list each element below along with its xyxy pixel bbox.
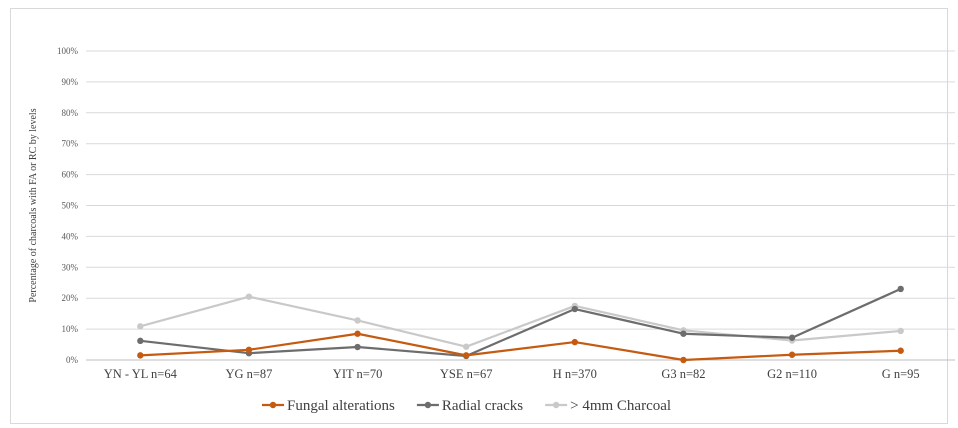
- y-tick-label: 70%: [62, 139, 79, 149]
- series-line: [140, 332, 901, 362]
- data-point: [571, 305, 579, 313]
- data-point: [137, 352, 144, 359]
- data-point: [571, 338, 579, 346]
- x-tick-label: YIT n=70: [333, 367, 383, 381]
- x-tick-label: G3 n=82: [661, 367, 705, 381]
- legend-swatch-marker: [269, 401, 277, 409]
- y-tick-label: 80%: [62, 108, 79, 118]
- series-line: [140, 295, 901, 348]
- data-point: [245, 293, 253, 300]
- legend-swatch-marker: [552, 401, 560, 409]
- data-point: [354, 330, 361, 337]
- data-point: [354, 343, 361, 351]
- legend-label: Fungal alterations: [287, 398, 395, 414]
- y-tick-label: 20%: [62, 293, 79, 303]
- legend-item: Radial cracks: [416, 398, 523, 414]
- legend-swatch-marker: [424, 401, 432, 409]
- x-tick-label: G2 n=110: [767, 367, 817, 381]
- legend: Fungal alterations Radial cracks > 4mm Cha…: [262, 398, 671, 414]
- y-tick-label: 100%: [57, 46, 79, 56]
- series-lines: [137, 285, 904, 364]
- data-point: [137, 337, 144, 345]
- x-tick-label: H n=370: [553, 367, 597, 381]
- y-tick-label: 10%: [62, 324, 79, 334]
- series-line: [140, 287, 902, 358]
- series-4mm-charcoal: [137, 293, 904, 350]
- data-point: [897, 285, 904, 293]
- data-point: [354, 317, 361, 324]
- y-tick-label: 60%: [62, 170, 79, 180]
- x-tick-label: G n=95: [882, 367, 920, 381]
- legend-label: Radial cracks: [442, 398, 523, 414]
- y-tick-label: 50%: [62, 201, 79, 211]
- y-tick-label: 30%: [62, 262, 79, 272]
- legend-label: > 4mm Charcoal: [570, 398, 671, 414]
- gridlines: [86, 50, 955, 361]
- data-point: [788, 334, 796, 341]
- data-point: [680, 330, 687, 337]
- data-point: [245, 346, 253, 354]
- series-radial-cracks: [137, 285, 904, 360]
- y-axis-title: Percentage of charcoals with FA or RC by…: [28, 108, 39, 302]
- data-point: [680, 356, 687, 364]
- data-point: [788, 351, 796, 358]
- x-tick-label: YN - YL n=64: [104, 367, 178, 381]
- y-tick-labels: 0% 10% 20% 30% 40% 50% 60% 70% 80% 90% 100%: [57, 46, 79, 365]
- data-point: [897, 327, 904, 335]
- y-tick-label: 40%: [62, 231, 79, 241]
- series-fungal-alterations: [137, 330, 904, 364]
- x-tick-labels: YN - YL n=64 YG n=87 YIT n=70 YSE n=67 H n=3…: [104, 367, 920, 381]
- data-point: [462, 352, 470, 359]
- legend-item: > 4mm Charcoal: [545, 398, 671, 414]
- x-tick-label: YG n=87: [225, 367, 272, 381]
- data-point: [897, 347, 904, 354]
- x-tick-label: YSE n=67: [440, 367, 493, 381]
- y-tick-label: 0%: [66, 355, 79, 365]
- y-tick-label: 90%: [62, 77, 79, 87]
- data-point: [462, 343, 470, 350]
- data-point: [137, 323, 144, 330]
- legend-item: Fungal alterations: [262, 398, 395, 414]
